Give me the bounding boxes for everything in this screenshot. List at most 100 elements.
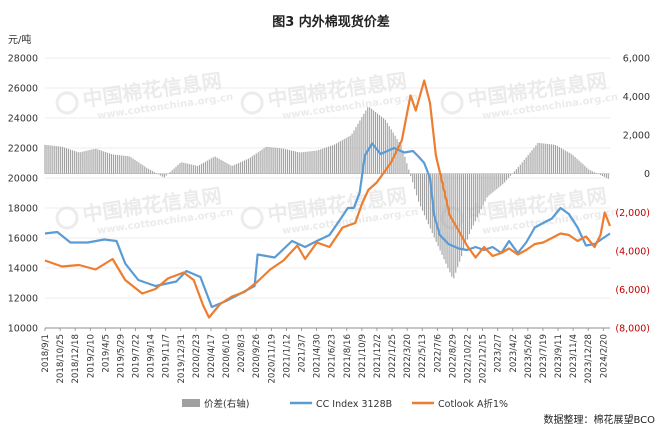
spread-bar <box>496 173 498 190</box>
spread-bar <box>107 152 109 174</box>
spread-bar <box>238 163 240 174</box>
spread-bar <box>130 157 132 174</box>
spread-bar <box>148 168 150 174</box>
spread-bar <box>419 173 422 207</box>
spread-bar <box>574 156 576 174</box>
spread-bar <box>132 158 134 174</box>
spread-bar <box>271 147 273 174</box>
spread-bar <box>404 156 406 174</box>
spread-bar <box>367 107 369 174</box>
spread-bar <box>326 147 328 174</box>
grid <box>45 57 610 329</box>
spread-bar <box>545 143 547 174</box>
spread-bar <box>105 152 107 174</box>
spread-bar <box>382 118 384 174</box>
spread-bar <box>320 149 322 174</box>
spread-bar <box>324 147 326 174</box>
spread-bar <box>568 152 570 174</box>
spread-bar <box>48 145 50 174</box>
spread-bar <box>122 155 124 174</box>
spread-bar <box>351 133 353 174</box>
x-axis: 2018/9/1 2018/10/25 2018/12/18 2019/2/10 201… <box>41 328 609 384</box>
spread-bar <box>112 154 115 174</box>
legend-item: CC Index 3128B <box>290 399 392 410</box>
spread-bar <box>261 149 263 174</box>
spread-bar <box>189 164 191 174</box>
legend-label: 价差(右轴) <box>204 398 249 410</box>
spread-bar <box>134 159 136 174</box>
spread-bar <box>210 158 212 174</box>
spread-bar <box>535 145 537 174</box>
spread-bar <box>318 149 320 174</box>
x-tick-label: 2022/1/25 <box>388 334 398 378</box>
spread-bar <box>347 136 349 174</box>
spread-bar <box>128 156 130 174</box>
y-tick-right: 0 <box>644 169 650 180</box>
spread-bar <box>296 151 298 174</box>
x-tick-label: 2019/7/22 <box>132 334 142 378</box>
spread-bar <box>533 147 535 174</box>
spread-bar <box>224 162 226 174</box>
spread-bar <box>64 147 66 174</box>
spread-bar <box>308 151 310 174</box>
x-tick-label: 2023/11/4 <box>569 334 579 378</box>
spread-bar <box>265 146 267 174</box>
x-tick-label: 2018/10/25 <box>56 334 66 384</box>
x-tick-label: 2021/12/2 <box>373 334 383 378</box>
spread-bar <box>435 173 437 242</box>
spread-bar <box>208 159 210 174</box>
spread-bar <box>339 141 341 174</box>
spread-bar <box>601 173 604 176</box>
spread-bar <box>410 173 412 177</box>
spread-bar <box>253 154 255 174</box>
spread-bar <box>46 145 48 174</box>
watermark-logo-icon <box>55 91 79 115</box>
spread-bar <box>85 150 87 174</box>
legend-label: CC Index 3128B <box>316 399 392 410</box>
spread-bar <box>441 173 443 255</box>
spread-bar <box>586 167 588 174</box>
spread-bar <box>556 146 559 174</box>
watermark-logo-icon <box>240 206 264 230</box>
spread-bar <box>169 172 171 174</box>
spread-bar <box>226 163 228 174</box>
spread-bar <box>506 173 508 181</box>
spread-bar <box>73 150 75 174</box>
legend-item: 价差(右轴) <box>182 398 249 410</box>
spread-bar <box>584 165 586 174</box>
spread-bar <box>345 137 347 174</box>
spread-bar <box>509 173 512 176</box>
spread-bar <box>220 159 222 174</box>
spread-bar <box>439 173 441 251</box>
y-tick-left: 10000 <box>8 324 38 335</box>
spread-bar <box>376 113 379 174</box>
spread-bar <box>240 162 242 174</box>
spread-bar <box>247 158 249 174</box>
spread-bar <box>288 150 291 174</box>
spread-bar <box>110 154 113 174</box>
spread-bar <box>373 110 375 174</box>
spread-bar <box>400 145 402 174</box>
legend-swatch <box>182 399 200 407</box>
spread-bar <box>482 173 484 206</box>
spread-bar <box>349 135 351 174</box>
spread-bar <box>259 150 261 174</box>
spread-bar <box>177 164 179 174</box>
x-tick-label: 2019/9/14 <box>147 334 157 378</box>
spread-bar <box>486 173 488 198</box>
legend-label: Cotlook A折1% <box>438 398 508 410</box>
x-tick-label: 2022/12/15 <box>479 334 489 384</box>
x-tick-label: 2024/2/20 <box>599 334 609 378</box>
spread-bar <box>478 173 480 214</box>
spread-bar <box>570 153 572 174</box>
x-tick-label: 2019/4/5 <box>101 334 111 373</box>
y-tick-right: (2,000) <box>615 208 650 219</box>
spread-bar <box>402 150 404 174</box>
spread-bar <box>359 120 361 174</box>
spread-bar <box>165 173 167 176</box>
spread-bar <box>277 148 279 174</box>
spread-bar <box>576 158 578 174</box>
spread-bar <box>453 173 455 279</box>
spread-bar <box>185 163 187 174</box>
